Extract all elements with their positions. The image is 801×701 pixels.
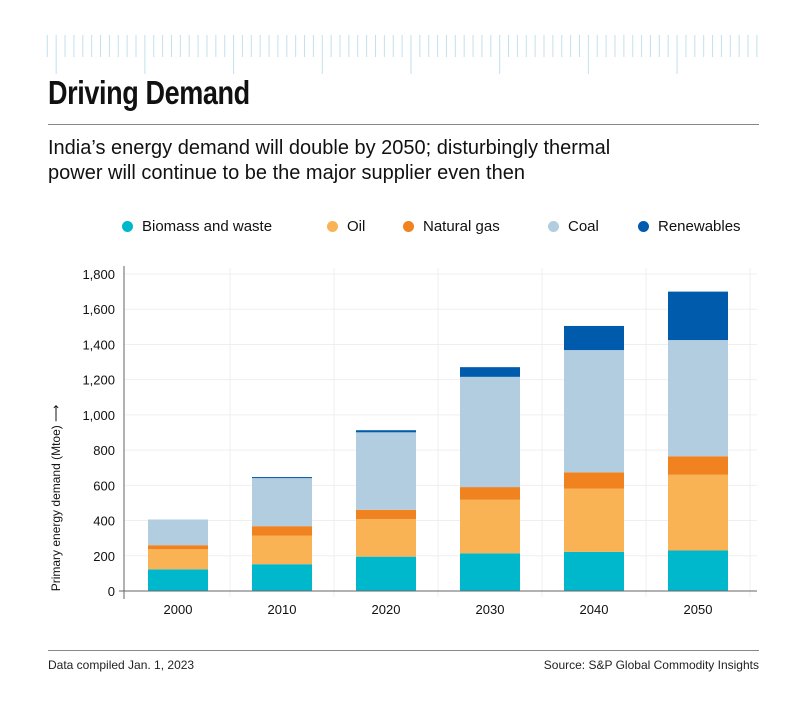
legend-item-biomass: Biomass and waste — [122, 218, 272, 235]
bar-segment-coal — [564, 350, 624, 473]
bar-segment-oil — [564, 488, 624, 552]
legend-label: Oil — [347, 218, 366, 235]
bar-segment-natural-gas — [148, 545, 208, 550]
x-tick-label: 2040 — [580, 602, 609, 617]
bar-segment-oil — [148, 549, 208, 570]
y-tick-label: 800 — [93, 443, 115, 458]
legend-item-natural-gas: Natural gas — [403, 218, 500, 235]
bar-segment-natural-gas — [564, 472, 624, 489]
legend-item-oil: Oil — [327, 218, 365, 235]
legend-swatch — [403, 221, 414, 232]
bar-segment-oil — [460, 499, 520, 554]
y-tick-label: 600 — [93, 478, 115, 493]
legend-swatch — [327, 221, 338, 232]
bar-segment-biomass-and-waste — [252, 564, 312, 591]
legend-swatch — [122, 221, 133, 232]
x-tick-label: 2050 — [684, 602, 713, 617]
bar-segment-renewables — [460, 367, 520, 377]
bar-segment-natural-gas — [356, 509, 416, 520]
bar-segment-coal — [460, 376, 520, 488]
bar-segment-renewables — [252, 477, 312, 479]
y-axis-label: Primary energy demand (Mtoe) ⟶ — [49, 405, 63, 592]
y-tick-label: 200 — [93, 549, 115, 564]
decorative-ruler — [46, 35, 758, 74]
legend-label: Coal — [568, 218, 599, 235]
y-tick-label: 1,600 — [82, 302, 115, 317]
bar-segment-biomass-and-waste — [460, 553, 520, 591]
bar-segment-coal — [148, 519, 208, 546]
bar-segment-coal — [356, 432, 416, 510]
legend-swatch — [548, 221, 559, 232]
bar-segment-natural-gas — [668, 456, 728, 475]
chart-legend: Biomass and waste Oil Natural gas Coal R… — [0, 218, 801, 240]
stacked-bar-chart: 0 200 400 600 800 1,000 1,200 1,400 1,600 1,800 Pr… — [49, 266, 757, 617]
x-tick-label: 2010 — [268, 602, 297, 617]
x-tick-label: 2000 — [164, 602, 193, 617]
y-tick-label: 0 — [108, 584, 115, 599]
legend-item-coal: Coal — [548, 218, 599, 235]
bar-segment-natural-gas — [460, 487, 520, 500]
legend-swatch — [638, 221, 649, 232]
x-tick-label: 2030 — [476, 602, 505, 617]
title-divider — [48, 124, 759, 125]
bar-segment-oil — [668, 474, 728, 551]
bar-segment-oil — [356, 519, 416, 557]
bar-segment-natural-gas — [252, 526, 312, 536]
page-title: Driving Demand — [48, 74, 250, 111]
bar-segment-coal — [668, 340, 728, 457]
legend-label: Natural gas — [423, 218, 500, 235]
footer-source: Source: S&P Global Commodity Insights — [543, 658, 759, 672]
footer-divider — [48, 650, 759, 651]
bar-segment-renewables — [564, 325, 624, 351]
bar-segment-biomass-and-waste — [564, 551, 624, 591]
legend-item-renewables: Renewables — [638, 218, 741, 235]
legend-label: Biomass and waste — [142, 218, 273, 235]
legend-label: Renewables — [658, 218, 741, 235]
bar-segment-oil — [252, 535, 312, 565]
y-tick-label: 1,000 — [82, 408, 115, 423]
page-subtitle: India’s energy demand will double by 205… — [48, 137, 611, 184]
y-tick-label: 1,200 — [82, 373, 115, 388]
bar-segment-biomass-and-waste — [148, 569, 208, 591]
bar-segment-coal — [252, 478, 312, 527]
bar-segment-biomass-and-waste — [668, 550, 728, 591]
y-tick-label: 1,800 — [82, 267, 115, 282]
footer-date: Data compiled Jan. 1, 2023 — [48, 658, 195, 672]
y-tick-label: 1,400 — [82, 337, 115, 352]
y-tick-label: 400 — [93, 514, 115, 529]
bar-segment-renewables — [356, 430, 416, 433]
bar-segment-renewables — [668, 291, 728, 341]
bar-segment-biomass-and-waste — [356, 556, 416, 591]
x-tick-label: 2020 — [372, 602, 401, 617]
